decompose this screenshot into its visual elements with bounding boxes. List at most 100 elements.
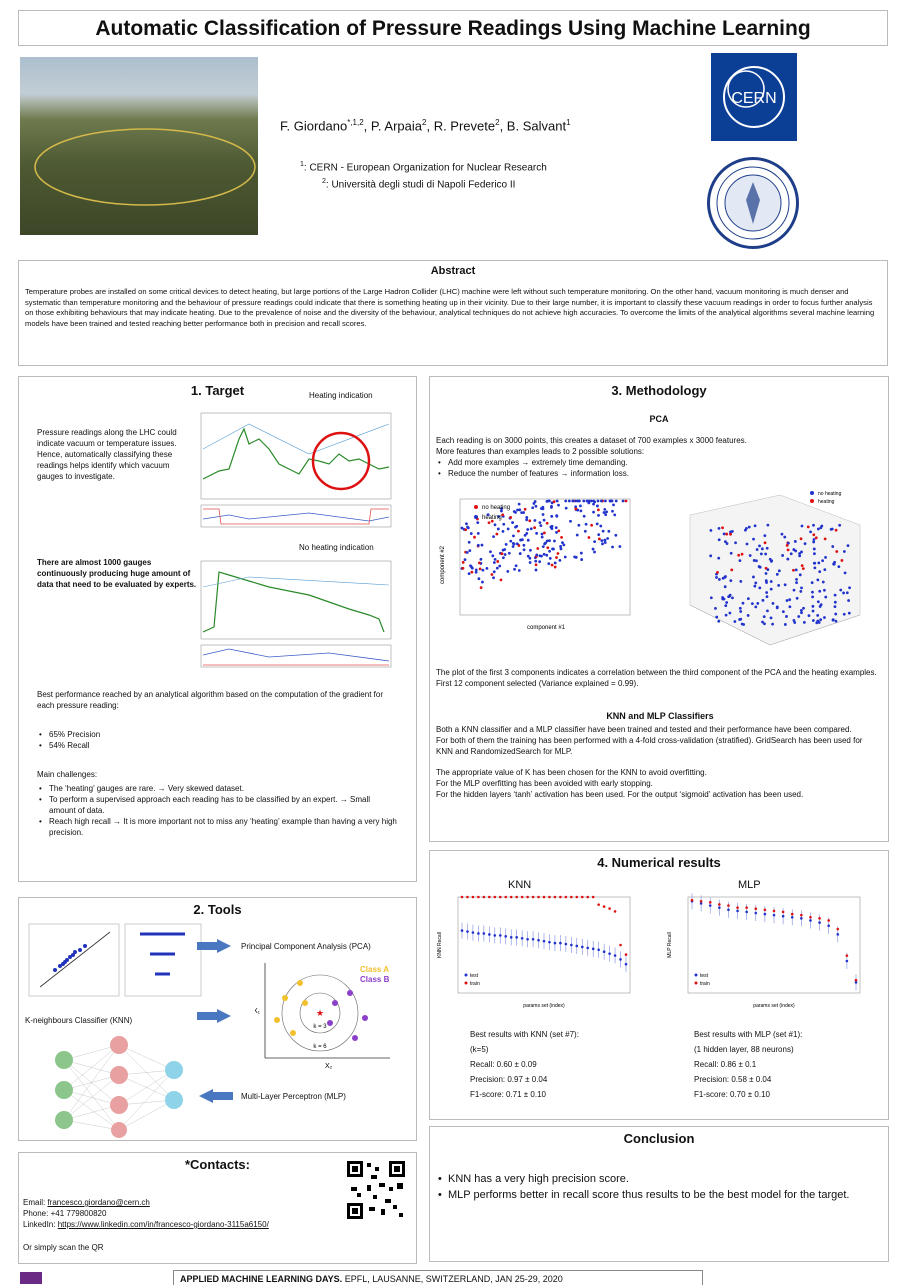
pca-point (816, 600, 820, 604)
mlp-xlabel: params set (index) (753, 1003, 795, 1009)
pca-point (741, 601, 745, 605)
pca-point (793, 621, 797, 624)
affiliations: 1: CERN - European Organization for Nucl… (300, 158, 547, 193)
pca-point (529, 527, 533, 531)
pca-point (499, 578, 503, 582)
pca-point (501, 513, 505, 517)
pca-point (603, 507, 607, 511)
knn-recall-chart: KNN Recall params set (index) test train (437, 895, 631, 1009)
pca-point (518, 552, 522, 555)
pca-point (531, 506, 535, 510)
train-point (781, 910, 785, 914)
author-1: F. Giordano (280, 118, 348, 134)
pca-point (526, 528, 530, 531)
pca-point (604, 499, 607, 503)
challenge-1: The ‘heating’ gauges are rare. → Very sk… (37, 783, 397, 794)
test-point (586, 946, 590, 950)
train-point (520, 895, 524, 899)
pca-point (746, 614, 750, 617)
mlp-chart-title: MLP (738, 879, 761, 891)
knn-k6-label: k = 6 (313, 1044, 327, 1050)
pca-point (509, 516, 513, 519)
pca-point (549, 525, 553, 529)
pca-2d-scatter: no heating heating component #1 componen… (440, 498, 631, 631)
pca-point (709, 554, 713, 558)
train-point (488, 895, 491, 899)
test-point (477, 932, 480, 935)
pca-point (715, 615, 719, 619)
pca-line-1: Each reading is on 3000 points, this cre… (436, 436, 747, 445)
test-point (602, 950, 606, 954)
pca-point (795, 581, 798, 585)
train-point (836, 927, 840, 931)
test-point (531, 937, 535, 941)
pca-point (557, 529, 561, 533)
train-point (466, 895, 469, 899)
pca-point (730, 529, 734, 533)
email-link[interactable]: francesco.giordano@cern.ch (47, 1198, 150, 1207)
conclusion-item-1: KNN has a very high precision score. (436, 1171, 881, 1187)
pca-point (756, 601, 760, 605)
pca-point (833, 600, 837, 604)
pca-point (725, 532, 729, 536)
pca-point (597, 533, 601, 537)
methodology-section: 3. Methodology PCA Each reading is on 30… (429, 376, 889, 842)
pca-point (717, 538, 721, 542)
pca-point (814, 536, 818, 540)
pca-point (502, 522, 506, 526)
pca-point (728, 611, 732, 615)
test-point (708, 904, 712, 907)
results-title: 4. Numerical results (597, 855, 721, 870)
pca-point (525, 516, 529, 519)
test-point (580, 945, 584, 949)
pca-point (786, 541, 790, 545)
pca-point (599, 499, 603, 503)
mlp-best-5: F1-score: 0.70 ± 0.10 (694, 1090, 770, 1099)
pca-point (821, 580, 825, 584)
pca-point (585, 499, 589, 503)
train-point (493, 895, 497, 899)
test-point (772, 913, 776, 917)
test-point (718, 906, 721, 909)
pca-point (595, 522, 599, 526)
test-point (597, 948, 600, 952)
train-point (597, 903, 600, 906)
pca-point (596, 504, 599, 508)
affiliation-2-num: 2 (322, 178, 326, 186)
pca-point (503, 548, 507, 551)
pca-point (490, 573, 494, 576)
pca-label: Principal Component Analysis (PCA) (241, 942, 371, 951)
pca-point (758, 586, 762, 590)
pca-point (519, 538, 522, 542)
pca-point (555, 514, 559, 518)
metric-precision: 65% Precision (37, 729, 237, 740)
pca-point (540, 532, 544, 536)
pca-point (538, 560, 542, 564)
pca-point (818, 589, 822, 593)
pca-point (486, 513, 490, 517)
pca-point (512, 534, 515, 538)
pca-point (548, 549, 551, 553)
pca-point (738, 606, 742, 610)
pca-point (816, 613, 820, 617)
pca-point (522, 548, 526, 552)
pca-point (555, 556, 558, 559)
pca-point (574, 555, 578, 559)
pca-point (596, 499, 600, 503)
pca-point (731, 596, 734, 600)
linkedin-link[interactable]: https://www.linkedin.com/in/francesco-gi… (57, 1220, 269, 1229)
challenge-2: To perform a supervised approach each re… (37, 794, 397, 816)
affiliation-2: 2: Università degli studi di Napoli Fede… (300, 175, 547, 192)
qr-code-icon[interactable] (345, 1159, 407, 1221)
clf-line-1: Both a KNN classifier and a MLP classifi… (436, 725, 852, 734)
cern-logo: CERN (711, 53, 797, 141)
mlp-best-3: Recall: 0.86 ± 0.1 (694, 1060, 757, 1069)
qr-note: Or simply scan the QR (23, 1243, 104, 1252)
pca-point (467, 540, 471, 544)
train-point (613, 910, 617, 913)
pca-point (525, 518, 529, 522)
pca-point (764, 579, 768, 583)
pca-point (489, 550, 492, 554)
pca-point (481, 580, 484, 584)
train-point (531, 895, 535, 899)
